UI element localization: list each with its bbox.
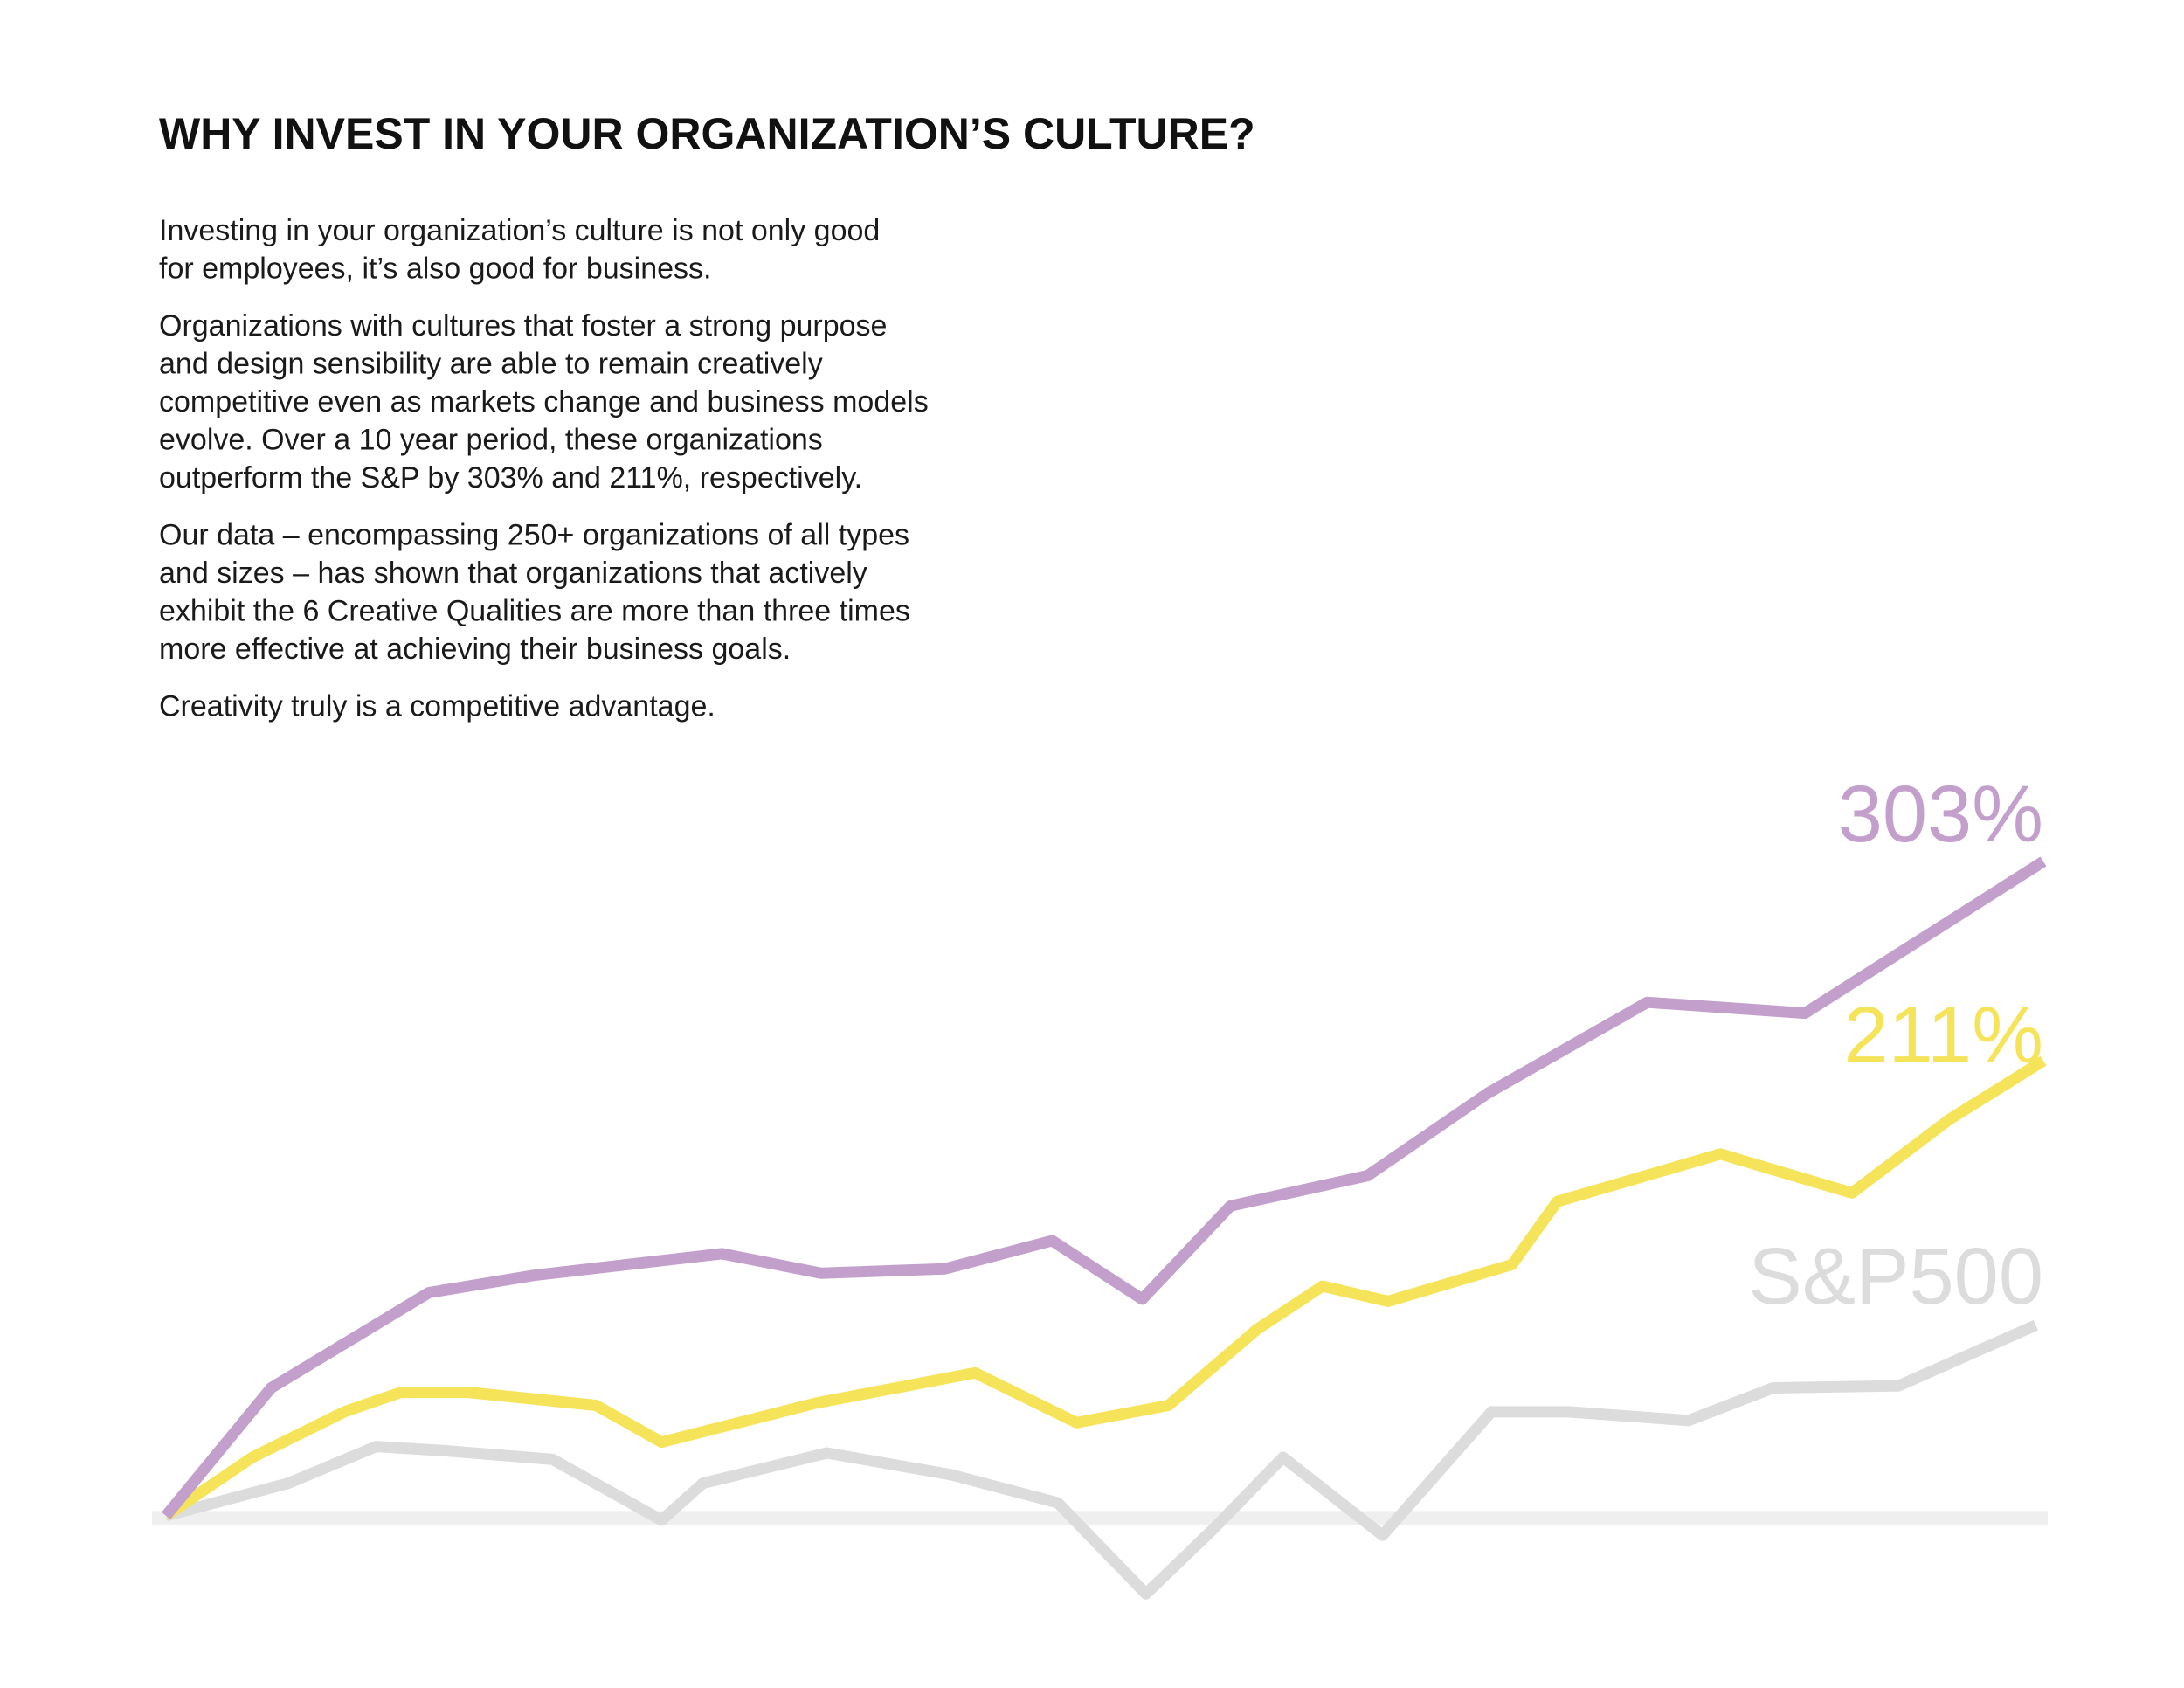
- body-text: Investing in your organization’s culture…: [159, 214, 929, 723]
- series-line: [161, 856, 2047, 1520]
- value-label: 303%: [1838, 770, 2043, 859]
- chart: 303% 211% S&P500: [152, 770, 2048, 1600]
- paragraph-line: Our data – encompassing 250+ organizatio…: [159, 519, 909, 552]
- paragraph-line: exhibit the 6 Creative Qualities are mor…: [159, 595, 910, 628]
- paragraph-line: competitive even as markets change and b…: [159, 385, 929, 419]
- paragraph-line: and sizes – has shown that organizations…: [159, 557, 867, 590]
- series-label: S&P500: [1748, 1232, 2043, 1321]
- paragraph-line: and design sensibility are able to remai…: [159, 348, 823, 381]
- paragraph-line: Creativity truly is a competitive advant…: [159, 690, 715, 723]
- paragraph-line: for employees, it’s also good for busine…: [159, 253, 712, 286]
- title: WHY INVEST IN YOUR ORGANIZATION’S CULTUR…: [159, 109, 1255, 158]
- paragraph-line: outperform the S&P by 303% and 211%, res…: [159, 461, 862, 495]
- paragraph-line: Investing in your organization’s culture…: [159, 214, 880, 247]
- series-line: [162, 1055, 2047, 1521]
- paragraph-line: evolve. Over a 10 year period, these org…: [159, 424, 823, 457]
- paragraph-line: Organizations with cultures that foster …: [159, 309, 887, 342]
- value-label: 211%: [1844, 991, 2043, 1080]
- series-line: [164, 1319, 2039, 1600]
- paragraph-line: more effective at achieving their busine…: [159, 633, 791, 666]
